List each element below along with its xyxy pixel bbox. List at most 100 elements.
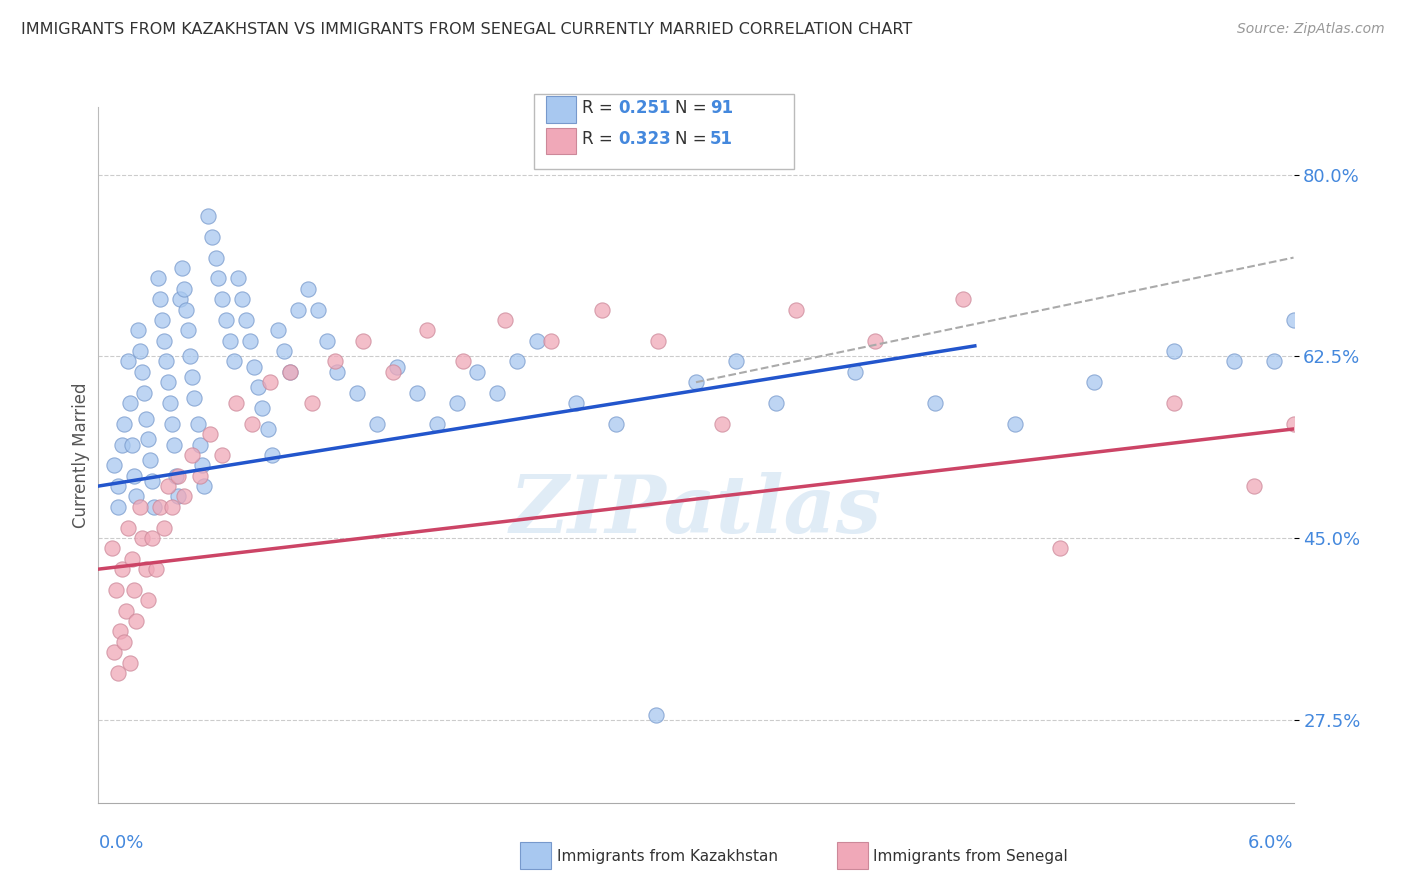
- Point: [149, 292, 172, 306]
- Point: [235, 313, 257, 327]
- Point: [197, 209, 219, 223]
- Point: [465, 365, 488, 379]
- Point: [141, 474, 163, 488]
- Point: [110, 624, 132, 639]
- Point: [103, 645, 125, 659]
- Point: [1083, 376, 1105, 390]
- Point: [260, 448, 283, 462]
- Point: [325, 354, 347, 368]
- Point: [278, 365, 301, 379]
- Point: [121, 437, 143, 451]
- Point: [117, 520, 139, 534]
- Text: R =: R =: [582, 99, 613, 117]
- Point: [246, 380, 269, 394]
- Text: 6.0%: 6.0%: [1249, 834, 1294, 852]
- Point: [451, 354, 474, 368]
- Point: [169, 292, 191, 306]
- Point: [526, 334, 548, 348]
- Point: [125, 614, 148, 628]
- Point: [165, 468, 187, 483]
- Text: ZIPatlas: ZIPatlas: [510, 472, 882, 549]
- Text: Immigrants from Kazakhstan: Immigrants from Kazakhstan: [557, 849, 778, 863]
- Text: Source: ZipAtlas.com: Source: ZipAtlas.com: [1237, 22, 1385, 37]
- Point: [346, 385, 368, 400]
- Point: [150, 313, 173, 327]
- Point: [1282, 313, 1305, 327]
- Point: [287, 302, 309, 317]
- Point: [120, 656, 142, 670]
- Point: [131, 365, 153, 379]
- Point: [172, 260, 194, 275]
- Point: [1282, 417, 1305, 431]
- Point: [129, 500, 152, 514]
- Text: 0.0%: 0.0%: [98, 834, 143, 852]
- Point: [1004, 417, 1026, 431]
- Point: [385, 359, 409, 374]
- Point: [149, 500, 172, 514]
- Point: [160, 417, 183, 431]
- Point: [135, 562, 157, 576]
- Point: [506, 354, 529, 368]
- Point: [485, 385, 508, 400]
- Text: IMMIGRANTS FROM KAZAKHSTAN VS IMMIGRANTS FROM SENEGAL CURRENTLY MARRIED CORRELAT: IMMIGRANTS FROM KAZAKHSTAN VS IMMIGRANTS…: [21, 22, 912, 37]
- Text: R =: R =: [582, 130, 613, 148]
- Point: [111, 562, 134, 576]
- Point: [183, 391, 205, 405]
- Point: [135, 411, 157, 425]
- Text: 0.251: 0.251: [619, 99, 671, 117]
- Point: [724, 354, 747, 368]
- Point: [242, 359, 264, 374]
- Point: [211, 448, 233, 462]
- Point: [863, 334, 886, 348]
- Point: [157, 479, 180, 493]
- Point: [219, 334, 242, 348]
- Point: [215, 313, 238, 327]
- Point: [157, 376, 180, 390]
- Point: [540, 334, 562, 348]
- Point: [316, 334, 339, 348]
- Point: [785, 302, 807, 317]
- Point: [107, 665, 129, 680]
- Point: [250, 401, 273, 416]
- Point: [565, 396, 588, 410]
- Point: [205, 251, 228, 265]
- Point: [416, 323, 439, 337]
- Point: [256, 422, 278, 436]
- Point: [710, 417, 733, 431]
- Point: [765, 396, 787, 410]
- Point: [307, 302, 329, 317]
- Point: [145, 562, 167, 576]
- Point: [105, 582, 128, 597]
- Point: [120, 396, 142, 410]
- Point: [107, 500, 129, 514]
- Point: [226, 271, 249, 285]
- Point: [191, 458, 214, 473]
- Point: [141, 531, 163, 545]
- Point: [924, 396, 946, 410]
- Point: [117, 354, 139, 368]
- Point: [406, 385, 429, 400]
- Text: Immigrants from Senegal: Immigrants from Senegal: [873, 849, 1069, 863]
- Point: [153, 334, 176, 348]
- Point: [167, 468, 190, 483]
- Point: [494, 313, 516, 327]
- Point: [1263, 354, 1285, 368]
- Point: [177, 323, 200, 337]
- Point: [115, 604, 138, 618]
- Text: N =: N =: [675, 99, 706, 117]
- Point: [112, 417, 135, 431]
- Point: [207, 271, 229, 285]
- Point: [124, 468, 146, 483]
- Point: [155, 354, 177, 368]
- Point: [121, 551, 143, 566]
- Y-axis label: Currently Married: Currently Married: [72, 382, 90, 528]
- Point: [1163, 396, 1185, 410]
- Point: [188, 437, 211, 451]
- Point: [231, 292, 253, 306]
- Point: [111, 437, 134, 451]
- Point: [188, 468, 211, 483]
- Point: [143, 500, 166, 514]
- Point: [160, 500, 183, 514]
- Point: [647, 334, 669, 348]
- Point: [1049, 541, 1071, 556]
